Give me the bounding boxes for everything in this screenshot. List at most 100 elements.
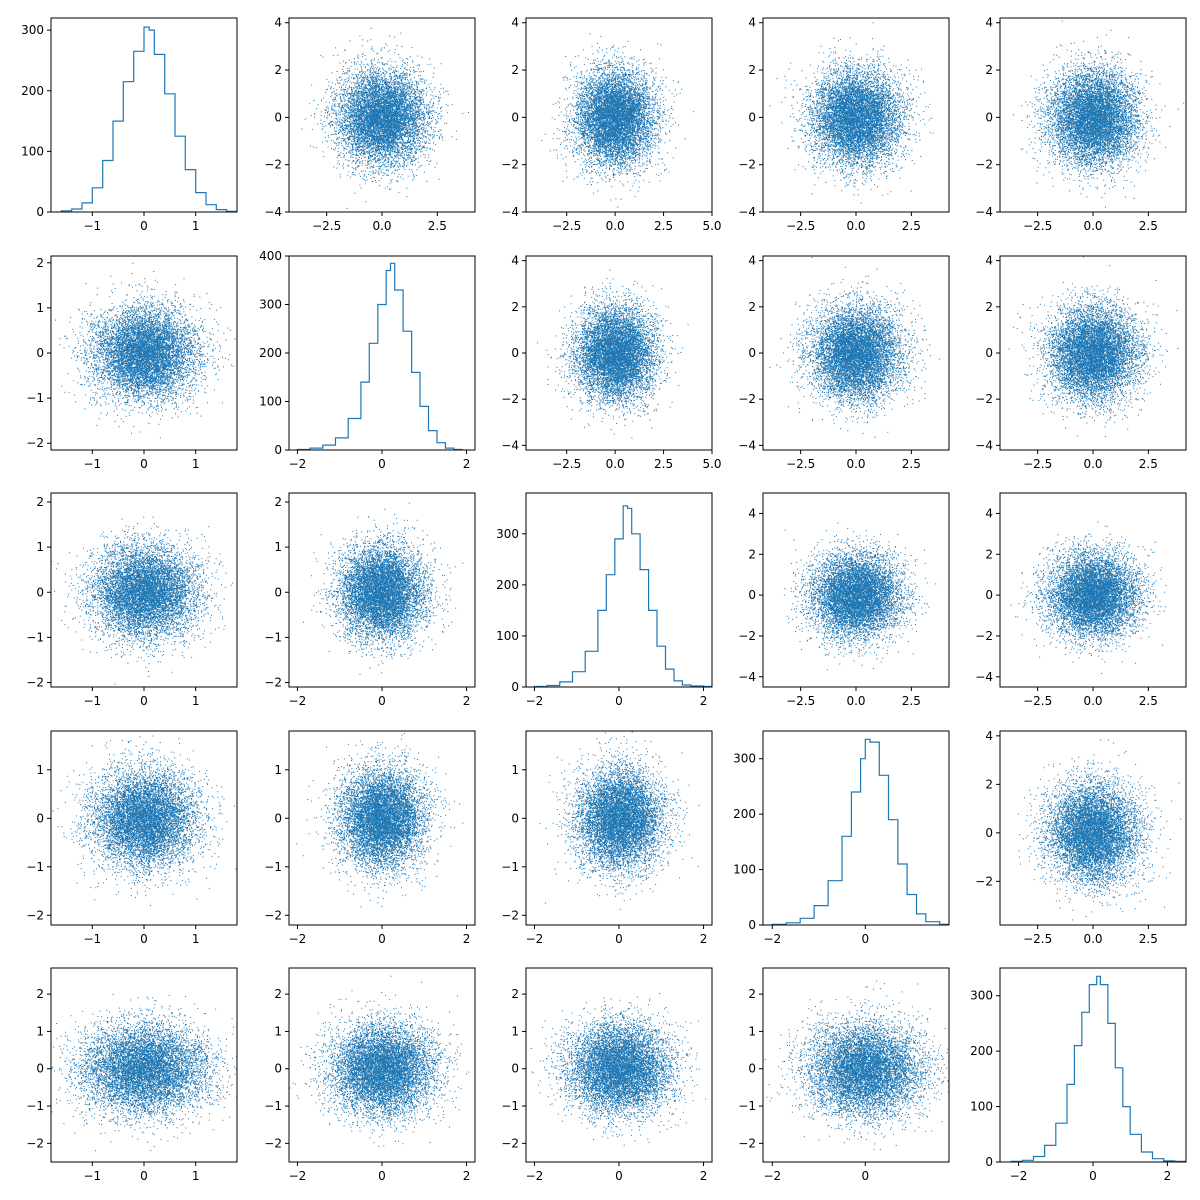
x-tick-label: −2	[763, 932, 781, 946]
x-tick-label: −2	[289, 932, 307, 946]
x-tick-label: 0	[140, 219, 148, 233]
x-tick-label: 1	[192, 694, 200, 708]
y-tick-label: 2	[985, 777, 993, 791]
y-tick-label: 2	[274, 987, 282, 1001]
scatter-points	[296, 730, 463, 907]
y-tick-label: 0	[274, 110, 282, 124]
y-tick-label: 0	[274, 585, 282, 599]
x-tick-label: −1	[83, 694, 101, 708]
plot-area	[537, 251, 689, 439]
plot-area	[541, 33, 694, 207]
axes-frame	[289, 256, 475, 450]
y-tick-label: 1	[274, 763, 282, 777]
x-tick-label: −2	[526, 1169, 544, 1183]
axes-frame	[1000, 968, 1186, 1162]
y-tick-label: −2	[501, 908, 519, 922]
x-tick-label: 2	[700, 932, 708, 946]
y-tick-label: −2	[501, 1136, 519, 1150]
scatter-points	[999, 730, 1181, 932]
y-tick-label: −4	[975, 438, 993, 452]
x-tick-label: −2.5	[1023, 219, 1052, 233]
plot-area	[770, 257, 940, 452]
y-tick-label: 300	[496, 527, 519, 541]
y-tick-label: 1	[511, 763, 519, 777]
x-tick-label: 0	[861, 1169, 869, 1183]
y-tick-label: 1	[511, 1024, 519, 1038]
y-tick-label: 2	[274, 63, 282, 77]
y-tick-label: 2	[748, 63, 756, 77]
y-tick-label: 2	[748, 300, 756, 314]
x-tick-label: 2.5	[1139, 219, 1158, 233]
y-tick-label: 0	[36, 205, 44, 219]
x-tick-label: 0	[378, 694, 386, 708]
plot-area	[770, 22, 934, 203]
y-tick-label: 4	[748, 16, 756, 30]
y-tick-label: 300	[970, 989, 993, 1003]
x-tick-label: 0	[615, 1169, 623, 1183]
x-tick-label: −2.5	[1023, 457, 1052, 471]
y-tick-label: 2	[511, 63, 519, 77]
x-tick-label: −2	[1010, 1169, 1028, 1183]
y-tick-label: −2	[975, 629, 993, 643]
x-tick-label: 2.5	[654, 219, 673, 233]
x-tick-label: −2.5	[312, 219, 341, 233]
scatter-points	[765, 981, 972, 1151]
scatter-points	[289, 976, 475, 1147]
y-tick-label: 0	[511, 110, 519, 124]
y-tick-label: 200	[970, 1044, 993, 1058]
x-tick-label: −2	[526, 694, 544, 708]
scatter-points	[539, 732, 699, 910]
y-tick-label: 200	[21, 84, 44, 98]
y-tick-label: −1	[26, 630, 44, 644]
y-tick-label: 0	[36, 346, 44, 360]
plot-area	[296, 730, 463, 907]
y-tick-label: 0	[511, 680, 519, 694]
y-tick-label: −2	[264, 1136, 282, 1150]
x-tick-label: 1	[192, 1169, 200, 1183]
y-tick-label: −2	[501, 392, 519, 406]
x-tick-label: 2.5	[428, 219, 447, 233]
y-tick-label: 4	[985, 506, 993, 520]
y-tick-label: −1	[26, 860, 44, 874]
plot-area	[303, 503, 463, 693]
plot-area	[35, 263, 241, 439]
y-tick-label: −1	[264, 1099, 282, 1113]
plot-area	[765, 981, 972, 1151]
y-tick-label: −2	[738, 158, 756, 172]
x-tick-label: 1	[192, 457, 200, 471]
y-tick-label: −2	[26, 1136, 44, 1150]
plot-area	[302, 28, 490, 209]
x-tick-label: 0	[378, 932, 386, 946]
y-tick-label: −4	[264, 205, 282, 219]
y-tick-label: −4	[738, 205, 756, 219]
y-tick-label: 4	[985, 16, 993, 30]
y-tick-label: 100	[970, 1100, 993, 1114]
y-tick-label: 200	[733, 807, 756, 821]
x-tick-label: 0	[861, 932, 869, 946]
y-tick-label: 2	[748, 987, 756, 1001]
y-tick-label: −4	[975, 670, 993, 684]
y-tick-label: 0	[985, 1155, 993, 1169]
plot-area	[289, 976, 475, 1147]
y-tick-label: 0	[748, 588, 756, 602]
y-tick-label: 200	[496, 578, 519, 592]
x-tick-label: 0.0	[846, 219, 865, 233]
scatter-points	[303, 503, 463, 693]
x-tick-label: 0.0	[606, 219, 625, 233]
y-tick-label: 2	[274, 495, 282, 509]
y-tick-label: −2	[501, 158, 519, 172]
y-tick-label: 4	[274, 16, 282, 30]
y-tick-label: −2	[26, 908, 44, 922]
plot-area	[1009, 256, 1179, 437]
y-tick-label: 0	[274, 811, 282, 825]
plot-area	[47, 736, 236, 906]
